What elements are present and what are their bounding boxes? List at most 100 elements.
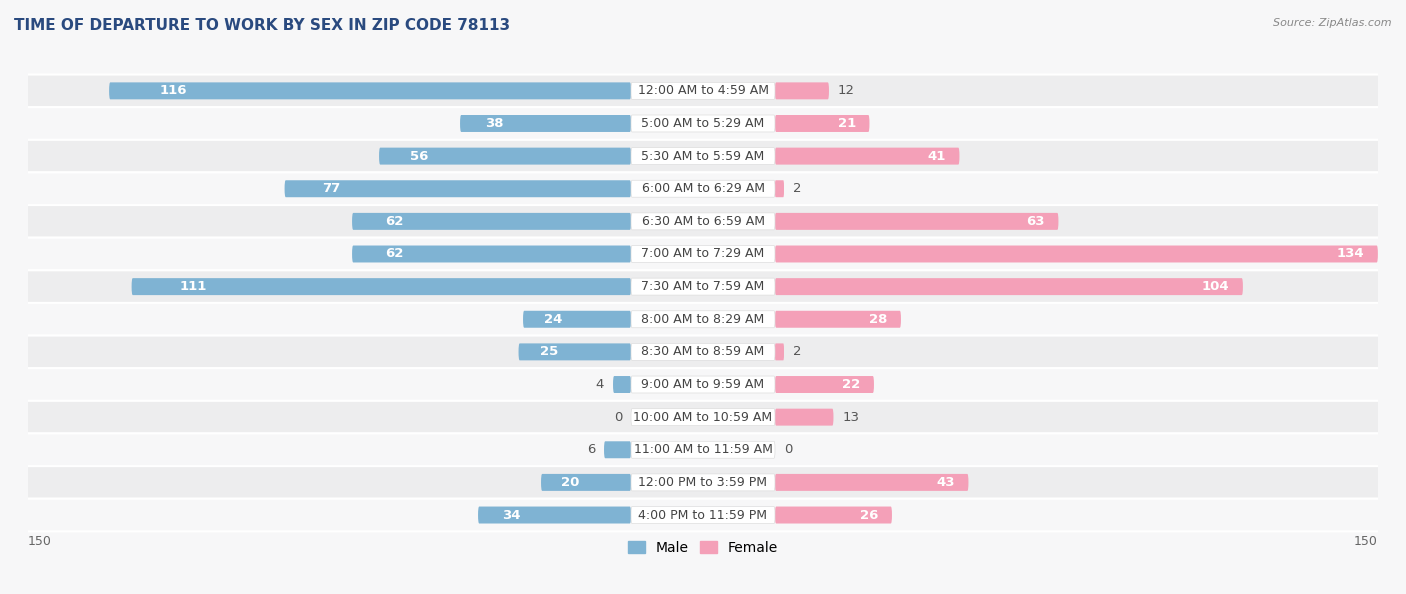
FancyBboxPatch shape	[352, 213, 631, 230]
FancyBboxPatch shape	[631, 115, 775, 132]
FancyBboxPatch shape	[478, 507, 631, 523]
Text: 2: 2	[793, 345, 801, 358]
Text: 9:00 AM to 9:59 AM: 9:00 AM to 9:59 AM	[641, 378, 765, 391]
FancyBboxPatch shape	[541, 474, 631, 491]
Text: 62: 62	[385, 215, 404, 228]
FancyBboxPatch shape	[631, 213, 775, 230]
FancyBboxPatch shape	[352, 245, 631, 263]
FancyBboxPatch shape	[20, 466, 1386, 499]
Text: Source: ZipAtlas.com: Source: ZipAtlas.com	[1274, 18, 1392, 28]
FancyBboxPatch shape	[775, 474, 969, 491]
Text: 8:00 AM to 8:29 AM: 8:00 AM to 8:29 AM	[641, 313, 765, 326]
Text: 7:00 AM to 7:29 AM: 7:00 AM to 7:29 AM	[641, 248, 765, 261]
Text: 150: 150	[28, 535, 52, 548]
Text: 104: 104	[1202, 280, 1229, 293]
FancyBboxPatch shape	[631, 278, 775, 295]
FancyBboxPatch shape	[775, 343, 785, 361]
FancyBboxPatch shape	[20, 172, 1386, 205]
FancyBboxPatch shape	[20, 74, 1386, 107]
Text: 6: 6	[586, 443, 595, 456]
FancyBboxPatch shape	[631, 311, 775, 328]
Text: 4:00 PM to 11:59 PM: 4:00 PM to 11:59 PM	[638, 508, 768, 522]
Text: 43: 43	[936, 476, 955, 489]
FancyBboxPatch shape	[775, 245, 1378, 263]
FancyBboxPatch shape	[775, 278, 1243, 295]
FancyBboxPatch shape	[284, 180, 631, 197]
FancyBboxPatch shape	[631, 148, 775, 165]
Text: 12:00 AM to 4:59 AM: 12:00 AM to 4:59 AM	[637, 84, 769, 97]
Text: 10:00 AM to 10:59 AM: 10:00 AM to 10:59 AM	[634, 410, 772, 424]
Text: 6:00 AM to 6:29 AM: 6:00 AM to 6:29 AM	[641, 182, 765, 195]
FancyBboxPatch shape	[631, 245, 775, 263]
Text: 63: 63	[1026, 215, 1045, 228]
FancyBboxPatch shape	[519, 343, 631, 361]
FancyBboxPatch shape	[20, 368, 1386, 401]
Text: 150: 150	[1354, 535, 1378, 548]
FancyBboxPatch shape	[775, 180, 785, 197]
FancyBboxPatch shape	[775, 409, 834, 426]
Text: 38: 38	[485, 117, 503, 130]
FancyBboxPatch shape	[631, 83, 775, 99]
Text: 62: 62	[385, 248, 404, 261]
Text: 116: 116	[159, 84, 187, 97]
FancyBboxPatch shape	[631, 474, 775, 491]
FancyBboxPatch shape	[20, 140, 1386, 172]
Text: 21: 21	[838, 117, 856, 130]
FancyBboxPatch shape	[775, 507, 891, 523]
Text: 0: 0	[613, 410, 621, 424]
Text: TIME OF DEPARTURE TO WORK BY SEX IN ZIP CODE 78113: TIME OF DEPARTURE TO WORK BY SEX IN ZIP …	[14, 18, 510, 33]
Text: 34: 34	[502, 508, 520, 522]
FancyBboxPatch shape	[20, 238, 1386, 270]
Text: 5:30 AM to 5:59 AM: 5:30 AM to 5:59 AM	[641, 150, 765, 163]
Text: 134: 134	[1337, 248, 1364, 261]
Text: 11:00 AM to 11:59 AM: 11:00 AM to 11:59 AM	[634, 443, 772, 456]
FancyBboxPatch shape	[132, 278, 631, 295]
Text: 12: 12	[838, 84, 855, 97]
Legend: Male, Female: Male, Female	[623, 535, 783, 560]
FancyBboxPatch shape	[380, 148, 631, 165]
FancyBboxPatch shape	[775, 148, 959, 165]
Text: 8:30 AM to 8:59 AM: 8:30 AM to 8:59 AM	[641, 345, 765, 358]
Text: 25: 25	[540, 345, 558, 358]
Text: 22: 22	[842, 378, 860, 391]
FancyBboxPatch shape	[775, 115, 869, 132]
Text: 4: 4	[596, 378, 605, 391]
Text: 24: 24	[544, 313, 562, 326]
Text: 2: 2	[793, 182, 801, 195]
Text: 26: 26	[860, 508, 879, 522]
Text: 20: 20	[561, 476, 579, 489]
FancyBboxPatch shape	[20, 205, 1386, 238]
FancyBboxPatch shape	[523, 311, 631, 328]
FancyBboxPatch shape	[631, 441, 775, 458]
FancyBboxPatch shape	[20, 401, 1386, 434]
FancyBboxPatch shape	[605, 441, 631, 458]
FancyBboxPatch shape	[20, 499, 1386, 532]
FancyBboxPatch shape	[20, 270, 1386, 303]
FancyBboxPatch shape	[20, 434, 1386, 466]
Text: 13: 13	[842, 410, 859, 424]
Text: 28: 28	[869, 313, 887, 326]
FancyBboxPatch shape	[631, 343, 775, 361]
FancyBboxPatch shape	[20, 107, 1386, 140]
Text: 5:00 AM to 5:29 AM: 5:00 AM to 5:29 AM	[641, 117, 765, 130]
Text: 56: 56	[411, 150, 429, 163]
FancyBboxPatch shape	[613, 376, 631, 393]
FancyBboxPatch shape	[110, 83, 631, 99]
FancyBboxPatch shape	[631, 376, 775, 393]
FancyBboxPatch shape	[460, 115, 631, 132]
FancyBboxPatch shape	[775, 83, 830, 99]
FancyBboxPatch shape	[631, 409, 775, 426]
Text: 41: 41	[928, 150, 946, 163]
FancyBboxPatch shape	[775, 311, 901, 328]
FancyBboxPatch shape	[631, 180, 775, 197]
Text: 12:00 PM to 3:59 PM: 12:00 PM to 3:59 PM	[638, 476, 768, 489]
Text: 77: 77	[322, 182, 340, 195]
FancyBboxPatch shape	[20, 303, 1386, 336]
Text: 7:30 AM to 7:59 AM: 7:30 AM to 7:59 AM	[641, 280, 765, 293]
Text: 6:30 AM to 6:59 AM: 6:30 AM to 6:59 AM	[641, 215, 765, 228]
FancyBboxPatch shape	[631, 507, 775, 523]
FancyBboxPatch shape	[775, 213, 1059, 230]
FancyBboxPatch shape	[20, 336, 1386, 368]
Text: 111: 111	[180, 280, 208, 293]
FancyBboxPatch shape	[775, 376, 875, 393]
